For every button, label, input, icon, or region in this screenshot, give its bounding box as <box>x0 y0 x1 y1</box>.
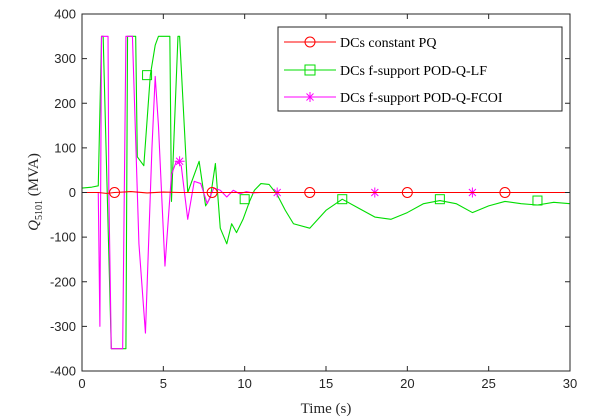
data-point-constant-pq <box>401 187 413 198</box>
data-point-constant-pq <box>109 187 121 198</box>
y-tick-label: -400 <box>50 364 76 379</box>
data-point-constant-pq <box>206 187 218 198</box>
y-axis-title: Q5101 (MVA) <box>26 153 45 231</box>
legend-label-constant-pq: DCs constant PQ <box>340 36 436 51</box>
legend-marker-constant-pq <box>304 36 316 48</box>
legend-marker-pod-q-fcoi <box>305 92 315 102</box>
data-point-pod-q-fcoi <box>174 156 185 167</box>
y-tick-label: -300 <box>50 319 76 334</box>
series-layer <box>81 35 571 350</box>
legend-label-pod-q-fcoi: DCs f-support POD-Q-FCOI <box>340 91 503 106</box>
y-tick-label: 300 <box>54 51 76 66</box>
data-point-pod-q-lf <box>434 194 445 205</box>
x-tick-label: 25 <box>481 376 495 391</box>
x-tick-label: 0 <box>78 376 85 391</box>
legend-entry-constant-pq: DCs constant PQ <box>284 36 436 51</box>
y-axis-title-main: Q <box>26 220 42 231</box>
y-tick-label: -100 <box>50 230 76 245</box>
data-point-pod-q-lf <box>239 194 250 205</box>
x-tick-label: 10 <box>237 376 251 391</box>
legend-marker-pod-q-lf <box>304 64 316 76</box>
x-tick-label: 30 <box>563 376 577 391</box>
ticks-layer: 0 5 10 15 20 25 30 -400 -300 -200 -100 0 100 200 300 40… <box>50 7 577 392</box>
data-point-constant-pq <box>499 187 511 198</box>
y-axis-title-sub: 5101 <box>34 200 45 220</box>
legend: DCs constant PQ DCs f-support POD-Q-LF D… <box>277 26 563 112</box>
data-point-pod-q-lf <box>337 194 348 205</box>
series-line-pod-q-fcoi <box>82 35 570 350</box>
data-point-pod-q-lf <box>142 70 153 81</box>
legend-label-pod-q-lf: DCs f-support POD-Q-LF <box>340 64 487 79</box>
y-axis-title-unit: (MVA) <box>26 153 42 196</box>
y-tick-label: -200 <box>50 274 76 289</box>
y-tick-label: 200 <box>54 96 76 111</box>
x-tick-label: 20 <box>400 376 414 391</box>
legend-entry-pod-q-fcoi: DCs f-support POD-Q-FCOI <box>284 91 503 106</box>
x-axis-title: Time (s) <box>301 401 352 417</box>
y-tick-label: 100 <box>54 140 76 155</box>
y-tick-label: 400 <box>54 7 76 22</box>
data-point-pod-q-lf <box>532 195 543 206</box>
x-tick-label: 15 <box>319 376 333 391</box>
data-point-constant-pq <box>304 187 316 198</box>
legend-entry-pod-q-lf: DCs f-support POD-Q-LF <box>284 64 487 79</box>
x-tick-label: 5 <box>160 376 167 391</box>
series-constant-pq <box>82 187 570 198</box>
y-tick-label: 0 <box>69 185 76 200</box>
